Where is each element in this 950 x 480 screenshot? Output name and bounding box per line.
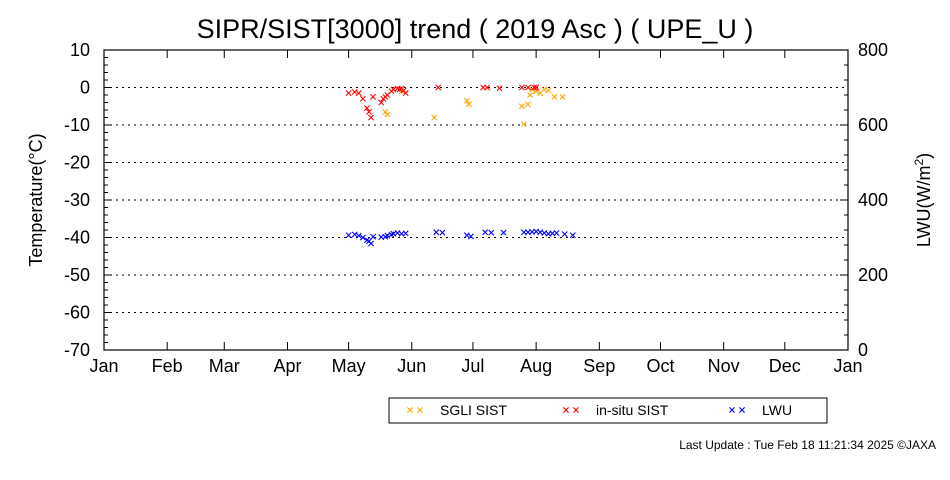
data-point-sgli-sist: [527, 92, 534, 98]
y-tick-label: 0: [80, 78, 90, 98]
y2-tick-labels: 800 600 400 200 0: [858, 40, 888, 360]
data-point-in-situ-sist: [531, 84, 538, 91]
legend-marker-in-situ-sist: [563, 407, 579, 413]
x-tick-label: Sep: [583, 356, 615, 376]
x-tick-label: Jan: [833, 356, 862, 376]
data-point-lwu: [482, 229, 489, 236]
data-point-in-situ-sist: [435, 84, 442, 91]
data-point-lwu: [355, 232, 362, 239]
data-point-in-situ-sist: [496, 85, 503, 92]
x-tick-label: Apr: [273, 356, 301, 376]
data-point-in-situ-sist: [370, 93, 377, 100]
x-tick-labels: Jan Feb Mar Apr May Jun Jul Aug Sep Oct Nov Dec Jan: [89, 356, 862, 376]
x-tick-label: Dec: [769, 356, 801, 376]
data-point-in-situ-sist: [484, 84, 491, 91]
data-point-sgli-sist: [545, 87, 552, 94]
data-point-in-situ-sist: [402, 90, 409, 97]
data-point-lwu: [351, 231, 358, 238]
axis-ticks: [103, 49, 849, 351]
data-point-lwu: [345, 232, 352, 239]
x-tick-label: Jul: [461, 356, 484, 376]
data-point-in-situ-sist: [355, 90, 362, 97]
y2-tick-label: 600: [858, 115, 888, 135]
y-tick-label: -10: [64, 115, 90, 135]
y-tick-labels: 10 0 -10 -20 -30 -40 -50 -60 -70: [64, 40, 90, 360]
y-axis-label: Temperature(°C): [26, 133, 46, 266]
x-tick-label: Jan: [89, 356, 118, 376]
data-point-sgli-sist: [384, 111, 391, 118]
data-point-lwu: [359, 234, 366, 241]
legend-label: in-situ SIST: [596, 402, 669, 418]
data-points: [345, 84, 576, 247]
data-point-lwu: [439, 229, 446, 236]
data-point-sgli-sist: [551, 93, 558, 100]
data-point-sgli-sist: [431, 114, 438, 121]
data-point-lwu: [569, 232, 576, 239]
legend: SGLI SIST in-situ SIST LWU: [388, 397, 828, 424]
data-point-sgli-sist: [463, 97, 470, 104]
data-point-lwu: [368, 240, 375, 247]
y-tick-label: -60: [64, 303, 90, 323]
data-point-lwu: [402, 230, 409, 237]
x-tick-label: Feb: [152, 356, 183, 376]
data-point-in-situ-sist: [533, 84, 540, 91]
legend-box: [388, 397, 828, 424]
data-point-in-situ-sist: [351, 89, 358, 95]
data-point-lwu: [467, 233, 474, 240]
x-tick-label: May: [332, 356, 366, 376]
data-point-sgli-sist: [465, 101, 472, 108]
data-point-lwu: [561, 231, 568, 238]
legend-label: LWU: [762, 402, 792, 418]
data-point-in-situ-sist: [363, 105, 370, 112]
data-point-sgli-sist: [541, 86, 548, 93]
y2-axis-label-superscript: 2: [912, 159, 926, 166]
legend-marker-lwu: [729, 407, 745, 413]
y2-axis-label-end: ): [914, 153, 934, 159]
data-point-in-situ-sist: [524, 84, 531, 91]
data-point-sgli-sist: [524, 101, 531, 108]
data-point-lwu: [370, 233, 377, 240]
data-point-in-situ-sist: [345, 90, 352, 97]
y2-tick-label: 800: [858, 40, 888, 60]
legend-marker-sgli-sist: [407, 407, 423, 413]
data-point-lwu: [500, 229, 507, 236]
data-point-lwu: [553, 230, 560, 236]
last-update-footer: Last Update : Tue Feb 18 11:21:34 2025 ©…: [679, 438, 936, 452]
chart-title: SIPR/SIST[3000] trend ( 2019 Asc ) ( UPE…: [197, 14, 754, 44]
data-point-lwu: [384, 232, 391, 239]
data-point-sgli-sist: [520, 121, 527, 128]
data-point-lwu: [463, 232, 470, 239]
x-tick-label: Nov: [708, 356, 740, 376]
y2-axis-label-main: LWU(W/m: [914, 166, 934, 248]
y-tick-label: -50: [64, 265, 90, 285]
data-point-in-situ-sist: [368, 114, 375, 121]
x-tick-label: Aug: [520, 356, 552, 376]
y-tick-label: -20: [64, 153, 90, 173]
x-tick-label: Oct: [646, 356, 674, 376]
y-tick-label: -70: [64, 340, 90, 360]
data-point-lwu: [488, 229, 495, 236]
data-point-in-situ-sist: [365, 108, 372, 115]
grid-lines: [104, 87, 848, 313]
y2-tick-label: 0: [858, 340, 868, 360]
y-tick-label: 10: [70, 40, 90, 60]
data-point-sgli-sist: [518, 103, 525, 110]
data-point-lwu: [433, 229, 440, 236]
legend-label: SGLI SIST: [440, 402, 507, 418]
y2-tick-label: 400: [858, 190, 888, 210]
data-point-sgli-sist: [559, 93, 566, 100]
data-point-in-situ-sist: [378, 99, 385, 106]
x-tick-label: Jun: [397, 356, 426, 376]
y-tick-label: -40: [64, 228, 90, 248]
y2-axis-label: LWU(W/m2): [912, 153, 934, 247]
y-tick-label: -30: [64, 190, 90, 210]
y2-tick-label: 200: [858, 265, 888, 285]
data-point-in-situ-sist: [359, 95, 366, 102]
x-tick-label: Mar: [209, 356, 240, 376]
data-point-in-situ-sist: [518, 84, 525, 91]
